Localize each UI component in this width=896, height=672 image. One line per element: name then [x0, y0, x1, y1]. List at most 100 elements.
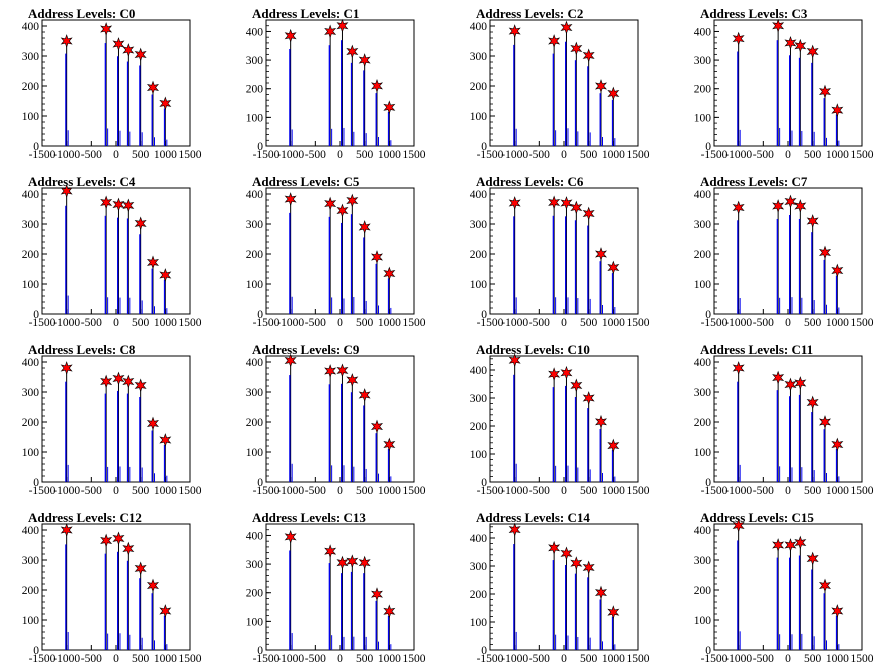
y-tick-label: 0 — [33, 477, 39, 489]
y-tick-label: 400 — [694, 189, 712, 201]
peak-marker — [60, 34, 73, 48]
peak-marker — [548, 195, 561, 210]
x-tick-label: -1500 — [701, 317, 728, 329]
peak-marker — [595, 247, 607, 261]
chart-svg: Address Levels: C14 0 100 200 300 400 -1500-10… — [470, 510, 650, 665]
y-tick-label: 200 — [470, 81, 488, 93]
x-tick-label: -500 — [529, 149, 550, 161]
x-tick-label: 0 — [561, 653, 567, 665]
x-tick-label: 500 — [132, 485, 150, 497]
peak-marker — [732, 31, 745, 46]
x-tick-label: 500 — [132, 653, 150, 665]
y-tick-label: 0 — [481, 141, 487, 153]
y-tick-label: 100 — [22, 111, 40, 123]
plot-frame — [265, 187, 415, 315]
y-tick-label: 200 — [22, 249, 40, 261]
y-tick-label: 300 — [694, 55, 712, 67]
chart-title: Address Levels: C13 — [252, 510, 366, 525]
x-tick-label: 1500 — [627, 653, 650, 665]
peak-marker — [607, 260, 620, 275]
peak-marker — [159, 604, 172, 618]
peak-marker — [806, 551, 819, 566]
y-tick-label: 0 — [705, 141, 711, 153]
peak-marker — [134, 216, 147, 231]
x-tick-label: 0 — [785, 485, 791, 497]
y-tick-label: 100 — [694, 615, 712, 627]
x-tick-label: 1000 — [154, 149, 177, 161]
y-tick-label: 100 — [22, 447, 40, 459]
peak-marker — [346, 193, 359, 208]
x-tick-label: -1500 — [477, 149, 504, 161]
plot-frame — [713, 355, 863, 483]
chart-panel: Address Levels: C12 0 100 200 300 400 -1500 -10… — [0, 504, 224, 672]
chart-panel: Address Levels: C10 0 100 200 300 400 -1500 -10… — [448, 336, 672, 504]
chart-title: Address Levels: C3 — [700, 6, 808, 21]
y-tick-label: 200 — [470, 249, 488, 261]
x-tick-label: 1000 — [154, 485, 177, 497]
x-tick-label: -1000 — [725, 149, 752, 161]
plot-frame — [489, 19, 639, 147]
x-tick-label: -1500 — [29, 485, 56, 497]
y-tick-label: 400 — [694, 357, 712, 369]
x-tick-label: 1500 — [851, 485, 874, 497]
x-tick-label: 1500 — [403, 485, 426, 497]
peak-marker — [383, 604, 396, 619]
y-tick-label: 300 — [694, 555, 712, 567]
y-tick-label: 400 — [246, 530, 264, 542]
x-tick-label: -1500 — [477, 485, 504, 497]
y-tick-label: 0 — [33, 309, 39, 321]
peak-marker — [508, 353, 521, 368]
peak-marker — [560, 365, 573, 380]
peak-marker — [595, 585, 607, 600]
peak-marker — [582, 560, 595, 575]
y-tick-label: 0 — [705, 309, 711, 321]
y-tick-label: 100 — [246, 447, 264, 459]
y-tick-label: 100 — [246, 616, 264, 628]
peak-marker — [112, 37, 125, 51]
x-tick-label: 1000 — [602, 653, 625, 665]
peak-marker — [100, 22, 113, 36]
peak-marker — [60, 184, 73, 198]
x-tick-label: -1500 — [253, 485, 280, 497]
x-tick-label: 500 — [132, 317, 150, 329]
chart-panel: Address Levels: C7 0 100 200 300 400 -1500 -100… — [672, 168, 896, 336]
y-tick-label: 100 — [246, 112, 264, 124]
x-tick-label: 1500 — [627, 149, 650, 161]
y-tick-label: 200 — [694, 585, 712, 597]
peak-marker — [560, 546, 573, 561]
chart-title: Address Levels: C9 — [252, 342, 360, 357]
y-tick-label: 400 — [22, 189, 40, 201]
x-tick-label: 1000 — [826, 317, 849, 329]
peak-marker — [570, 200, 583, 215]
y-tick-label: 100 — [470, 449, 488, 461]
peak-marker — [548, 34, 561, 48]
peak-marker — [383, 437, 396, 452]
peak-marker — [772, 370, 785, 385]
y-tick-label: 400 — [694, 26, 712, 38]
peak-marker — [147, 80, 159, 95]
chart-title: Address Levels: C4 — [28, 174, 136, 189]
x-tick-label: 1500 — [403, 653, 426, 665]
x-tick-label: -1500 — [253, 317, 280, 329]
peak-marker — [324, 364, 337, 378]
y-tick-label: 300 — [694, 219, 712, 231]
peak-marker — [819, 84, 831, 99]
x-tick-label: 0 — [337, 485, 343, 497]
x-tick-label: 1000 — [826, 485, 849, 497]
x-tick-label: 500 — [580, 149, 598, 161]
x-tick-label: 1500 — [627, 485, 650, 497]
y-tick-label: 100 — [694, 447, 712, 459]
peak-marker — [582, 391, 595, 405]
x-tick-label: 1000 — [826, 149, 849, 161]
y-tick-label: 300 — [470, 51, 488, 63]
chart-title: Address Levels: C8 — [28, 342, 136, 357]
x-tick-label: 0 — [337, 149, 343, 161]
chart-title: Address Levels: C5 — [252, 174, 360, 189]
peak-marker — [100, 374, 113, 389]
x-tick-label: -1000 — [53, 317, 80, 329]
peak-marker — [60, 361, 73, 375]
peak-marker — [794, 199, 807, 213]
y-tick-label: 100 — [470, 111, 488, 123]
y-tick-label: 200 — [246, 84, 264, 96]
y-tick-label: 400 — [22, 21, 40, 33]
